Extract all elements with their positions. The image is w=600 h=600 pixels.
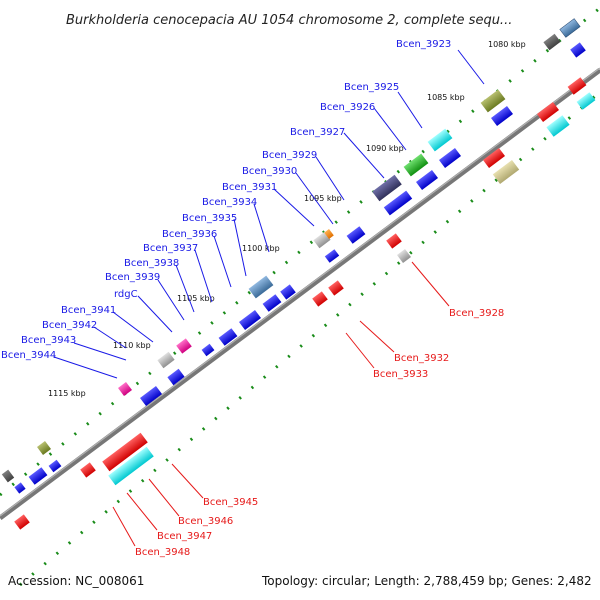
map-title: Burkholderia cenocepacia AU 1054 chromos… [66, 13, 512, 28]
gene-feature[interactable] [324, 229, 334, 239]
forward-strand-genes[interactable] [1, 18, 586, 494]
gene-feature[interactable] [427, 128, 453, 152]
gene-feature[interactable] [491, 105, 513, 127]
gene-feature[interactable] [14, 514, 30, 530]
gene-feature[interactable] [201, 343, 215, 357]
gene-feature[interactable] [102, 432, 148, 472]
gene-feature[interactable] [1, 469, 15, 483]
gene-label: Bcen_3945 [203, 497, 258, 508]
gene-label: Bcen_3935 [182, 213, 237, 224]
gene-label: Bcen_3930 [242, 166, 297, 177]
gene-label: Bcen_3941 [61, 305, 116, 316]
gene-feature[interactable] [117, 381, 133, 397]
gene-label: Bcen_3926 [320, 102, 375, 113]
gene-feature[interactable] [108, 446, 154, 486]
gene-feature[interactable] [140, 385, 162, 407]
accession-text: Accession: NC_008061 [8, 574, 144, 588]
upper-gene-labels: Bcen_3923 Bcen_3925 Bcen_3926 Bcen_3927 … [1, 39, 451, 361]
gene-feature[interactable] [218, 328, 238, 346]
tick-label-1085: 1085 kbp [427, 93, 465, 102]
gene-label: Bcen_3942 [42, 320, 97, 331]
gene-label: Bcen_3933 [373, 369, 428, 380]
topology-summary: Topology: circular; Length: 2,788,459 bp… [261, 574, 592, 588]
tick-label-1080: 1080 kbp [488, 40, 526, 49]
gene-feature[interactable] [570, 42, 586, 58]
gene-feature[interactable] [36, 440, 52, 456]
lower-leader-lines [112, 261, 450, 547]
gene-feature[interactable] [313, 231, 331, 249]
gene-feature[interactable] [492, 159, 520, 185]
gene-label: Bcen_3929 [262, 150, 317, 161]
gene-feature[interactable] [176, 338, 192, 354]
gene-label: Bcen_3925 [344, 82, 399, 93]
gene-feature[interactable] [262, 294, 282, 312]
gene-feature[interactable] [157, 351, 175, 369]
gene-feature[interactable] [280, 284, 296, 300]
gene-feature[interactable] [559, 18, 581, 38]
lower-gene-labels: Bcen_3928 Bcen_3932 Bcen_3933 Bcen_3945 … [135, 308, 504, 558]
gene-label: Bcen_3946 [178, 516, 233, 527]
gene-feature[interactable] [543, 33, 561, 51]
gene-label: Bcen_3936 [162, 229, 217, 240]
gene-feature[interactable] [396, 248, 412, 264]
gene-feature[interactable] [386, 233, 402, 249]
chromosome-backbone [0, 67, 600, 521]
gene-feature[interactable] [546, 115, 570, 137]
gene-feature[interactable] [248, 275, 274, 299]
gene-feature[interactable] [80, 462, 96, 478]
gene-feature[interactable] [567, 77, 587, 95]
gene-label: Bcen_3947 [157, 531, 212, 542]
gene-feature[interactable] [167, 368, 185, 386]
gene-feature[interactable] [576, 92, 596, 110]
gene-feature[interactable] [14, 482, 26, 494]
tick-label-1105: 1105 kbp [177, 294, 215, 303]
tick-label-1110: 1110 kbp [113, 341, 151, 350]
upper-tick-arc [0, 6, 600, 497]
gene-feature[interactable] [403, 153, 429, 177]
gene-feature[interactable] [28, 467, 48, 485]
gene-feature[interactable] [48, 459, 62, 473]
reverse-strand-genes[interactable] [14, 77, 596, 530]
gene-feature[interactable] [346, 226, 366, 244]
gene-feature[interactable] [483, 147, 505, 169]
tick-label-1090: 1090 kbp [366, 144, 404, 153]
tick-label-1115: 1115 kbp [48, 389, 86, 398]
gene-label: Bcen_3927 [290, 127, 345, 138]
gene-label: Bcen_3943 [21, 335, 76, 346]
gene-label: Bcen_3948 [135, 547, 190, 558]
tick-label-1100: 1100 kbp [242, 244, 280, 253]
gene-feature[interactable] [383, 190, 413, 216]
gene-label: Bcen_3931 [222, 182, 277, 193]
tick-label-1095: 1095 kbp [304, 194, 342, 203]
gene-feature[interactable] [239, 309, 261, 331]
gene-feature[interactable] [480, 89, 506, 113]
gene-feature[interactable] [372, 174, 402, 202]
gene-label: Bcen_3938 [124, 258, 179, 269]
gene-label: Bcen_3937 [143, 243, 198, 254]
gene-label: rdgC [114, 289, 138, 300]
gene-label: Bcen_3944 [1, 350, 56, 361]
gene-feature[interactable] [324, 249, 340, 263]
gene-feature[interactable] [328, 280, 344, 296]
gene-feature[interactable] [439, 147, 461, 169]
gene-label: Bcen_3923 [396, 39, 451, 50]
upper-leader-lines [53, 49, 485, 379]
gene-feature[interactable] [312, 291, 328, 307]
gene-feature[interactable] [416, 169, 438, 191]
gene-label: Bcen_3939 [105, 272, 160, 283]
gene-label: Bcen_3928 [449, 308, 504, 319]
gene-label: Bcen_3934 [202, 197, 257, 208]
gene-label: Bcen_3932 [394, 353, 449, 364]
gene-feature[interactable] [537, 101, 559, 123]
